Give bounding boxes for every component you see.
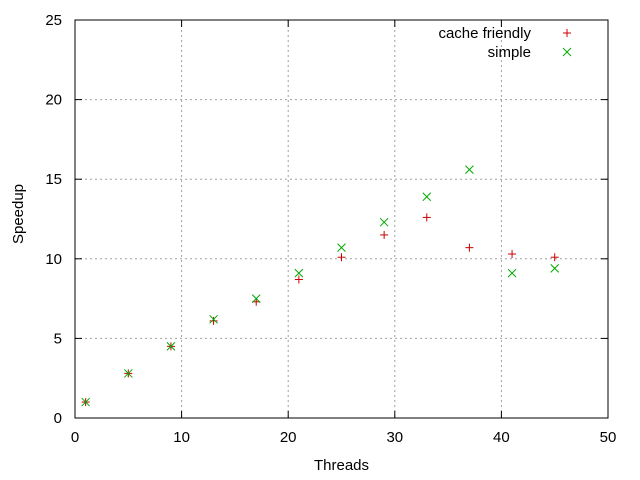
grid	[75, 20, 608, 418]
x-tick-label: 10	[173, 429, 190, 446]
data-point-simple	[379, 217, 389, 227]
data-point-cache-friendly	[465, 243, 474, 252]
legend-marker-cache-friendly	[563, 29, 571, 37]
data-point-simple	[337, 243, 346, 253]
data-point-cache-friendly	[508, 250, 517, 259]
y-tick-label: 25	[45, 12, 62, 29]
x-tick-label: 20	[280, 429, 297, 446]
data-point-cache-friendly	[550, 253, 559, 262]
data-point-cache-friendly	[209, 316, 218, 325]
axis-ticks: 0 10 20 30 40 50 0 5 10 15 20 25	[45, 12, 616, 446]
data-point-simple	[422, 192, 432, 202]
legend-label-simple: simple	[488, 44, 531, 61]
data-points	[81, 165, 560, 407]
data-point-simple	[166, 342, 176, 351]
data-point-simple	[251, 294, 261, 303]
y-axis-title: Speedup	[10, 184, 27, 244]
data-point-simple	[123, 369, 133, 378]
legend-label-cache-friendly: cache friendly	[438, 25, 531, 42]
plot-frame	[74, 19, 609, 419]
x-tick-label: 0	[71, 429, 79, 446]
y-tick-label: 15	[45, 171, 62, 188]
y-tick-label: 5	[54, 330, 62, 347]
data-point-simple	[209, 314, 218, 324]
y-tick-label: 20	[45, 92, 62, 109]
y-tick-label: 0	[54, 410, 62, 427]
data-point-simple	[507, 268, 517, 278]
data-point-cache-friendly	[337, 253, 346, 262]
x-tick-label: 30	[386, 429, 403, 446]
x-axis-title: Threads	[314, 457, 369, 474]
data-point-cache-friendly	[422, 213, 431, 222]
data-point-simple	[550, 263, 560, 273]
data-point-cache-friendly	[294, 275, 303, 284]
x-tick-label: 40	[493, 429, 510, 446]
data-point-simple	[294, 268, 304, 278]
data-point-simple	[81, 397, 91, 407]
data-point-cache-friendly	[380, 230, 389, 239]
y-tick-label: 10	[45, 251, 62, 268]
legend-marker-simple	[562, 47, 572, 57]
data-point-simple	[465, 165, 474, 175]
legend-marker-cache-friendly	[563, 29, 571, 37]
x-tick-label: 50	[600, 429, 617, 446]
legend-marker-simple	[562, 47, 572, 57]
legend: cache friendly simple	[438, 25, 572, 61]
